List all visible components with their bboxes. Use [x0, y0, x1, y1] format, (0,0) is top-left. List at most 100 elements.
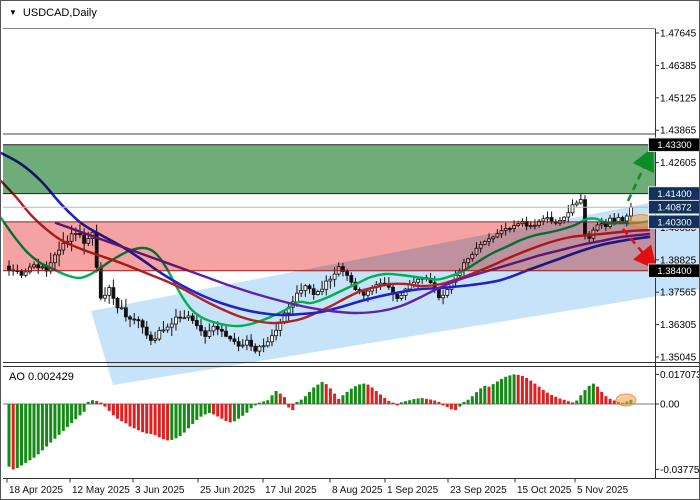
ao-bar — [408, 400, 412, 404]
candle-body — [320, 288, 325, 293]
candle-body — [132, 318, 137, 321]
candle-body — [186, 315, 191, 319]
candle-body — [203, 330, 208, 337]
support-zone[interactable] — [3, 221, 655, 271]
candle-body — [541, 218, 546, 222]
candle-body — [194, 320, 199, 326]
candle-body — [307, 285, 312, 290]
ao-bar — [500, 378, 503, 404]
candle-body — [144, 326, 149, 336]
ao-bar — [220, 404, 224, 419]
ao-bar — [349, 388, 353, 404]
ao-bar — [149, 404, 153, 434]
attention-highlight-ellipse[interactable] — [615, 393, 637, 407]
ao-bar — [475, 392, 478, 404]
candle-body — [103, 294, 107, 299]
ao-bar — [587, 385, 591, 404]
date-label: 3 Jun 2025 — [135, 485, 185, 496]
level-price-badge[interactable] — [648, 137, 700, 152]
ao-bar — [441, 404, 445, 406]
ao-histogram — [7, 374, 633, 470]
ao-bar — [328, 388, 332, 404]
ao-bar — [341, 395, 345, 404]
ao-bar — [533, 383, 537, 404]
candle-body — [549, 217, 554, 223]
candle-body — [303, 285, 308, 291]
ao-axis-label: 0.00 — [660, 400, 680, 411]
ao-bar — [24, 404, 28, 463]
ao-bar — [228, 404, 232, 423]
ao-bar — [132, 404, 136, 429]
ao-bar — [424, 398, 428, 404]
ao-bar — [353, 386, 357, 404]
ao-bar — [554, 396, 558, 404]
ao-bar — [270, 395, 274, 404]
candle-body — [190, 315, 195, 321]
candle-body — [207, 330, 212, 337]
candle-body — [395, 293, 400, 299]
ao-bar — [483, 385, 487, 404]
ao-bar — [608, 398, 612, 404]
candle-body — [199, 325, 203, 332]
ao-bar — [103, 404, 107, 407]
price-axis-label: 1.45125 — [660, 93, 697, 104]
ao-bar — [287, 404, 291, 408]
candle-body — [140, 320, 145, 328]
symbol-dropdown-icon[interactable]: ▼ — [9, 8, 17, 17]
chart-title-bar: ▼ USDCAD,Daily — [9, 7, 97, 19]
level-price-badge[interactable] — [648, 214, 700, 229]
candle-body — [274, 329, 279, 337]
ao-bar — [262, 401, 266, 404]
ao-bar — [283, 397, 286, 404]
ao-bar — [82, 404, 86, 412]
candle-body — [23, 271, 28, 276]
bearish-forecast-arrow[interactable] — [621, 228, 657, 271]
ao-bar — [303, 396, 307, 404]
ao-bar — [274, 391, 278, 404]
candle-body — [624, 215, 629, 222]
ao-bar — [299, 399, 303, 404]
ao-bar — [212, 404, 215, 415]
ao-bar — [387, 400, 391, 404]
ao-bar — [562, 399, 566, 404]
ao-bar — [266, 400, 270, 404]
ao-bar — [404, 401, 407, 404]
ao-bar — [558, 398, 562, 404]
ao-bar — [249, 404, 253, 409]
ao-bar — [537, 386, 541, 404]
ao-bar — [241, 404, 245, 416]
candle-body — [228, 335, 233, 340]
ao-bar — [525, 378, 529, 404]
candle-body — [332, 273, 337, 280]
ao-axis-label: -0.037754 — [660, 465, 700, 476]
price-axis-label: 1.36305 — [660, 320, 697, 331]
candle-body — [612, 217, 617, 222]
level-price-badge[interactable] — [648, 200, 700, 215]
ao-bar — [216, 404, 220, 417]
candle-body — [128, 316, 132, 320]
date-label: 12 May 2025 — [72, 485, 130, 496]
candle-body — [361, 291, 366, 296]
ao-bar — [187, 404, 190, 429]
ao-bar — [470, 396, 474, 404]
candle-body — [345, 271, 350, 276]
candle-body — [124, 307, 128, 318]
ao-bar — [391, 402, 395, 404]
ao-bar — [591, 383, 595, 404]
ao-bar — [429, 399, 433, 404]
bullish-forecast-arrow[interactable] — [626, 146, 654, 202]
candle-body — [240, 344, 245, 347]
resistance-zone[interactable] — [3, 144, 655, 194]
date-label: 15 Oct 2025 — [517, 485, 572, 496]
level-price-badge[interactable] — [648, 263, 700, 278]
ao-bar — [120, 404, 124, 422]
ao-bar — [28, 404, 32, 461]
candle-body — [165, 326, 170, 331]
candle-body — [265, 341, 270, 347]
ao-bar — [358, 384, 362, 404]
level-badge-label: 1.40872 — [657, 203, 691, 214]
ao-bar — [575, 400, 579, 404]
time-axis: 18 Apr 2025 12 May 2025 3 Jun 2025 25 Jun 2… — [6, 478, 629, 496]
date-label: 23 Sep 2025 — [450, 485, 507, 496]
